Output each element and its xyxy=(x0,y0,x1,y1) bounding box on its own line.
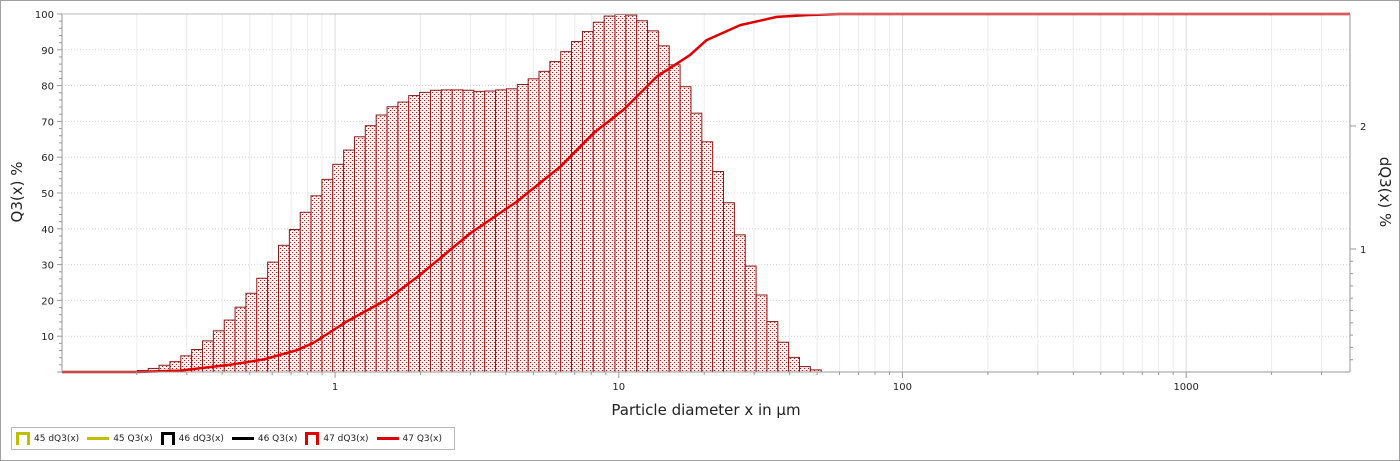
legend: 45 dQ3(x) 45 Q3(x) 46 dQ3(x) 46 Q3(x) 47 dQ3… xyxy=(11,427,456,450)
legend-item[interactable]: 46 dQ3(x) xyxy=(160,432,224,445)
dq3-bar xyxy=(571,41,583,373)
y-left-tick-label: 40 xyxy=(41,225,54,236)
dq3-bar xyxy=(419,91,431,373)
dq3-bar xyxy=(386,106,399,373)
y-axis-left-title: Q3(x) % xyxy=(8,162,26,223)
y-right-tick-label: 1 xyxy=(1360,245,1366,256)
dq3-bar xyxy=(777,341,790,373)
line-swatch-icon xyxy=(376,437,399,440)
dq3-bar xyxy=(321,178,334,373)
dq3-bar xyxy=(679,86,692,373)
legend-label: 46 Q3(x) xyxy=(257,433,298,444)
dq3-bar xyxy=(484,90,497,373)
dq3-bar xyxy=(495,89,507,373)
dq3-bar xyxy=(712,170,725,373)
x-tick-label: 10 xyxy=(612,382,625,393)
legend-item[interactable]: 45 dQ3(x) xyxy=(16,432,79,445)
dq3-bar xyxy=(549,61,562,373)
dq3-bar xyxy=(690,112,703,373)
legend-label: 47 dQ3(x) xyxy=(323,433,369,444)
dq3-bar xyxy=(527,78,540,373)
legend-label: 46 dQ3(x) xyxy=(178,433,224,444)
dq3-bar xyxy=(397,101,410,373)
dq3-bar xyxy=(375,114,388,373)
y-left-tick-label: 60 xyxy=(41,153,54,164)
axes: 1 10 100 1000 10 20 30 40 50 60 70 80 90 100 1 2 xyxy=(35,10,1366,393)
dq3-bar xyxy=(668,64,681,373)
dq3-bar xyxy=(723,202,735,373)
y-left-tick-label: 50 xyxy=(41,189,54,200)
x-axis-title: Particle diameter x in µm xyxy=(611,401,800,419)
bar-swatch-icon xyxy=(160,432,175,445)
dq3-bar xyxy=(343,149,356,373)
legend-label: 45 Q3(x) xyxy=(113,433,153,444)
dq3-bar xyxy=(603,15,616,373)
dq3-bar xyxy=(408,95,421,373)
x-tick-label: 100 xyxy=(893,382,912,393)
dq3-bar xyxy=(788,356,801,373)
line-swatch-icon xyxy=(87,437,110,440)
dq3-bar xyxy=(429,89,442,373)
dq3-bar xyxy=(799,366,811,373)
bar-swatch-icon xyxy=(16,432,30,445)
y-left-tick-label: 80 xyxy=(41,82,54,93)
y-axis-right-title: dQ3(x) % xyxy=(1376,157,1394,227)
q3-curve xyxy=(62,12,1350,374)
legend-item[interactable]: 46 Q3(x) xyxy=(231,433,298,444)
dq3-bar xyxy=(310,195,323,373)
dq3-bar xyxy=(733,234,746,373)
dq3-bar xyxy=(744,265,757,373)
dq3-bar xyxy=(364,125,377,373)
dq3-bar xyxy=(581,31,594,373)
y-left-tick-label: 30 xyxy=(41,261,54,272)
dq3-bar xyxy=(505,88,518,373)
dq3-bar xyxy=(657,45,670,373)
dq3-bar xyxy=(332,163,345,373)
dq3-bar xyxy=(440,89,453,373)
y-right-tick-label: 2 xyxy=(1360,122,1366,133)
dq3-bar xyxy=(614,13,627,373)
dq3-bar xyxy=(560,51,573,373)
dq3-bar xyxy=(473,90,486,373)
dq3-bar xyxy=(354,136,366,373)
line-swatch-icon xyxy=(231,437,254,440)
y-left-tick-label: 100 xyxy=(35,10,54,21)
dq3-bar xyxy=(592,21,605,373)
dq3-bar xyxy=(701,141,714,373)
legend-item[interactable]: 45 Q3(x) xyxy=(87,433,153,444)
legend-label: 47 Q3(x) xyxy=(402,433,443,444)
dq3-bar xyxy=(755,294,768,373)
dq3-bar xyxy=(766,321,779,373)
legend-item[interactable]: 47 dQ3(x) xyxy=(305,432,369,445)
x-tick-label: 1000 xyxy=(1173,382,1198,393)
q3-line xyxy=(62,12,1350,374)
y-left-tick-label: 70 xyxy=(41,117,54,128)
legend-label: 45 dQ3(x) xyxy=(34,433,80,444)
dq3-bar xyxy=(625,14,638,373)
dq3-bar xyxy=(451,89,464,373)
y-left-tick-label: 90 xyxy=(41,46,54,57)
dq3-bar xyxy=(636,20,649,373)
y-left-tick-label: 20 xyxy=(41,296,54,307)
bar-swatch-icon xyxy=(305,432,320,445)
x-tick-label: 1 xyxy=(332,382,338,393)
dq3-bar xyxy=(516,83,529,373)
legend-item[interactable]: 47 Q3(x) xyxy=(376,433,443,444)
y-left-tick-label: 10 xyxy=(41,332,54,343)
dq3-bar xyxy=(538,70,551,373)
